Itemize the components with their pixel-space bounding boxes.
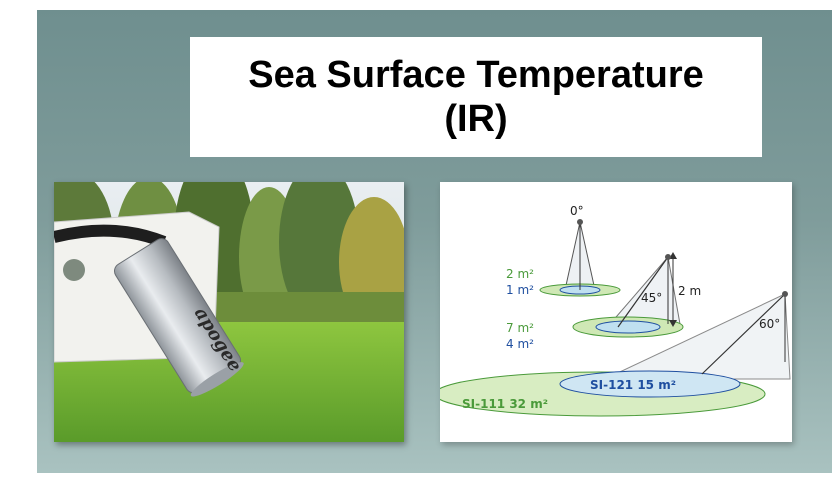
fov-diagram: 0° 45° 60° 2 m 2 m² 1 m² 7 m² 4 m² SI-12… [440,182,792,442]
area-0-green-label: 2 m² [506,267,534,281]
title-box: Sea Surface Temperature (IR) [190,37,762,157]
title-line-1: Sea Surface Temperature [248,54,704,96]
area-45-blue-label: 4 m² [506,337,534,351]
title-line-2: (IR) [444,98,508,140]
si111-label: SI-111 32 m² [462,397,548,411]
sensor-photo-illustration: apogee [54,182,404,442]
footprint-45-inner [595,320,661,334]
angle-60-label: 60° [759,317,780,331]
angle-0-label: 0° [570,204,584,218]
area-0-blue-label: 1 m² [506,283,534,297]
height-label: 2 m [678,284,701,298]
area-45-green-label: 7 m² [506,321,534,335]
angle-45-label: 45° [641,291,662,305]
fov-diagram-svg: 0° 45° 60° 2 m 2 m² 1 m² 7 m² 4 m² SI-12… [440,204,791,417]
footprint-60-inner [559,370,741,398]
si121-label: SI-121 15 m² [590,378,676,392]
sensor-photo: apogee [54,182,404,442]
